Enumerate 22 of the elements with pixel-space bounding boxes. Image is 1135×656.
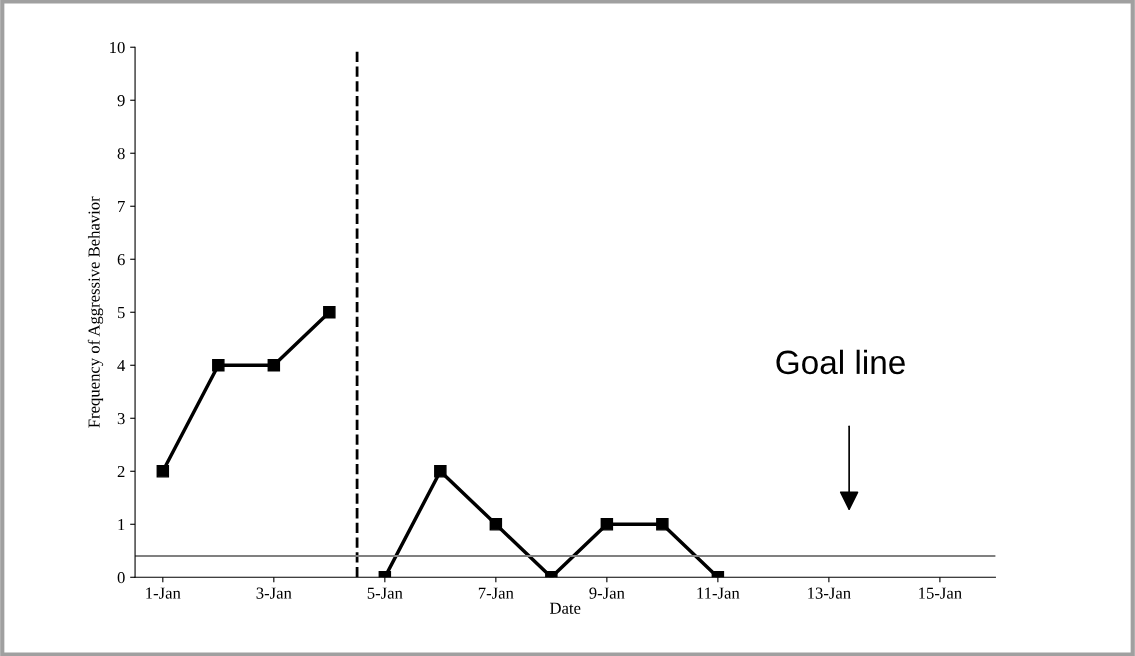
x-tick-label: 13-Jan bbox=[808, 587, 851, 599]
x-tick-label: 11-Jan bbox=[697, 587, 740, 599]
y-tick-label: 4 bbox=[117, 360, 126, 372]
y-tick-label: 8 bbox=[117, 147, 125, 160]
y-tick-label: 1 bbox=[118, 519, 125, 531]
annotation: Goal line bbox=[776, 349, 905, 375]
y-tick-label: 5 bbox=[117, 307, 125, 319]
x-tick-label: 5-Jan bbox=[367, 587, 403, 599]
y-tick-label: 6 bbox=[117, 254, 125, 266]
x-tick-label: 1-Jan bbox=[146, 587, 181, 599]
x-tick-label: 15-Jan bbox=[919, 587, 962, 599]
x-tick-label: 9-Jan bbox=[589, 587, 625, 599]
x-tick-label: 3-Jan bbox=[256, 587, 292, 599]
y-tick-label: 2 bbox=[117, 466, 125, 478]
y-tick-label: 9 bbox=[117, 94, 125, 107]
y-tick-label: 0 bbox=[117, 571, 125, 584]
y-tick-label: 3 bbox=[117, 413, 125, 425]
y-tick-label: 10 bbox=[110, 41, 125, 54]
y-axis-title: Frequency of Aggressive Behavior bbox=[87, 196, 104, 428]
y-tick-label: 7 bbox=[118, 201, 125, 213]
x-tick-label: 7-Jan bbox=[478, 587, 514, 599]
x-axis-title: Date bbox=[549, 602, 581, 614]
